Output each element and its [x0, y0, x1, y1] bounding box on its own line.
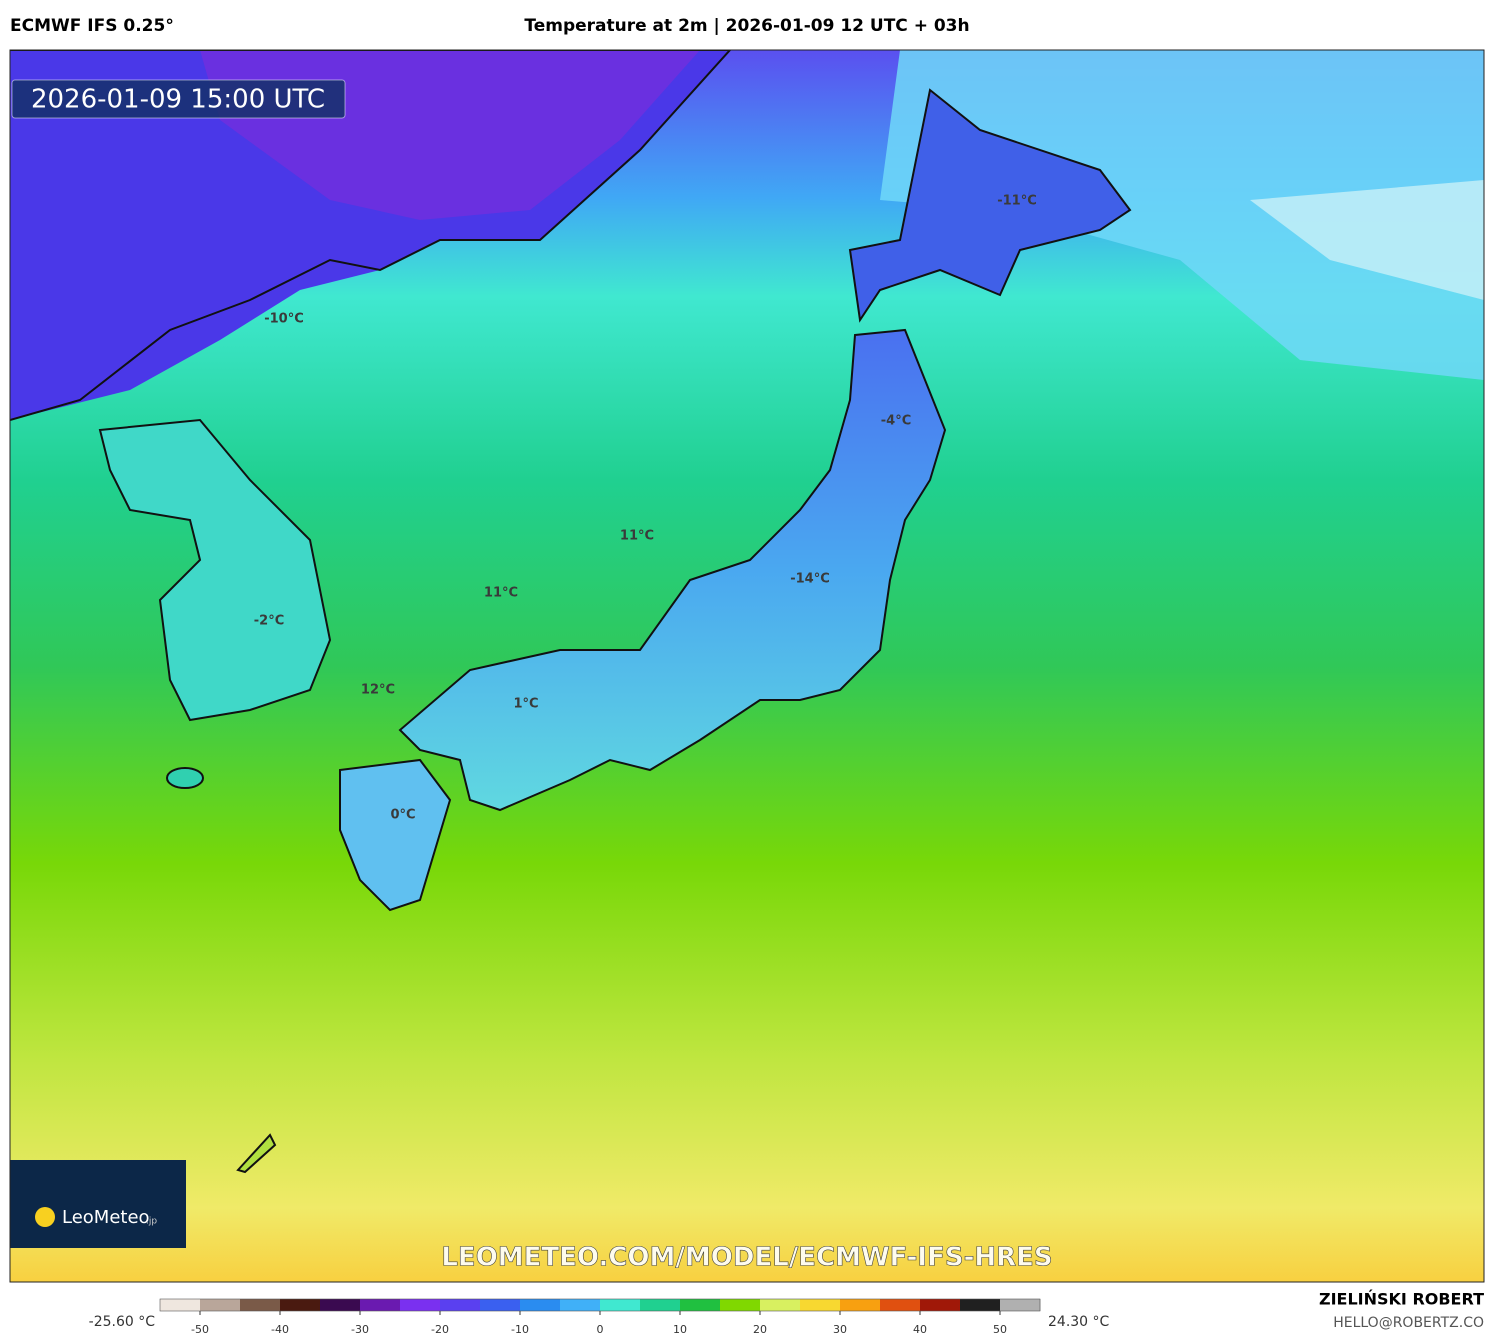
colorbar-tick-label: -50: [191, 1323, 209, 1336]
colorbar-max: 24.30 °C: [1048, 1314, 1110, 1330]
colorbar-tick-label: -30: [351, 1323, 369, 1336]
colorbar-segment: [520, 1299, 561, 1311]
colorbar-segment: [960, 1299, 1001, 1311]
model-name: ECMWF IFS 0.25°: [10, 16, 174, 36]
map: 2026-01-09 15:00 UTC -11°C-10°C-4°C11°C-…: [10, 50, 1484, 1282]
colorbar-tick-label: 10: [673, 1323, 687, 1336]
colorbar-segment: [400, 1299, 441, 1311]
colorbar-segment: [480, 1299, 521, 1311]
colorbar-tick-label: 30: [833, 1323, 847, 1336]
kyushu: [339, 758, 452, 912]
temperature-label: -4°C: [881, 414, 911, 429]
colorbar-tick-label: -10: [511, 1323, 529, 1336]
colorbar-segment: [880, 1299, 921, 1311]
colorbar-tick-label: -20: [431, 1323, 449, 1336]
colorbar-segment: [800, 1299, 841, 1311]
temperature-label: -14°C: [790, 572, 830, 587]
logo-name: LeoMeteo: [62, 1207, 150, 1228]
colorbar-tick-label: 20: [753, 1323, 767, 1336]
colorbar-segment: [240, 1299, 281, 1311]
temperature-label: 1°C: [513, 697, 538, 712]
temperature-label: 0°C: [390, 808, 415, 823]
colorbar-tick-label: 40: [913, 1323, 927, 1336]
colorbar: -50 -40 -30 -20 -10 0 10 20 30 40 50: [159, 1298, 1041, 1336]
temperature-label: 11°C: [620, 529, 654, 544]
chart-title: Temperature at 2m | 2026-01-09 12 UTC + …: [524, 16, 969, 36]
temperature-label: 12°C: [361, 683, 395, 698]
logo-sun: [35, 1207, 55, 1227]
time-box: [11, 79, 346, 119]
colorbar-tick-label: 0: [597, 1323, 604, 1336]
colorbar-segment: [680, 1299, 721, 1311]
colorbar-segment: [360, 1299, 401, 1311]
colorbar-segment: [1000, 1299, 1041, 1311]
colorbar-segment: [640, 1299, 681, 1311]
colorbar-segment: [200, 1299, 241, 1311]
colorbar-tick-label: 50: [993, 1323, 1007, 1336]
korea: [98, 418, 332, 722]
colorbar-tick-label: -40: [271, 1323, 289, 1336]
map-frame: [9, 49, 1485, 1283]
author: ZIELIŃSKI ROBERT: [1319, 1290, 1484, 1309]
honshu: [398, 328, 947, 812]
coastline: [10, 50, 732, 421]
colorbar-segment: [160, 1299, 201, 1311]
colorbar-min: -25.60 °C: [89, 1314, 156, 1330]
okinawa: [236, 1133, 277, 1174]
colorbar-segment: [560, 1299, 601, 1311]
cool-ocean: [880, 50, 1484, 380]
temperature-labels: -11°C -10°C -4°C 11°C -14°C 11°C -2°C 12°C 1°C 0°…: [254, 194, 1037, 823]
colorbar-segment: [840, 1299, 881, 1311]
colorbar-segment: [920, 1299, 961, 1311]
temperature-label: -2°C: [254, 614, 284, 629]
colorbar-segment: [760, 1299, 801, 1311]
colorbar-segment: [320, 1299, 361, 1311]
colorbar-segment: [720, 1299, 761, 1311]
jeju: [166, 767, 204, 789]
colorbar-segment: [600, 1299, 641, 1311]
temperature-label: -11°C: [997, 194, 1037, 209]
email: HELLO@ROBERTZ.CO: [1333, 1315, 1484, 1331]
mild-ocean: [1250, 180, 1484, 300]
hokkaido: [848, 88, 1132, 323]
watermark: LEOMETEO.COM/MODEL/ECMWF-IFS-HRES: [441, 1243, 1052, 1273]
temperature-label: -10°C: [264, 312, 304, 327]
temperature-label: 11°C: [484, 586, 518, 601]
colorbar-segment: [440, 1299, 481, 1311]
valid-time: 2026-01-09 15:00 UTC: [31, 85, 325, 115]
logo-box: [10, 1160, 186, 1248]
logo-suffix: .jp: [146, 1217, 157, 1227]
colorbar-segment: [280, 1299, 321, 1311]
